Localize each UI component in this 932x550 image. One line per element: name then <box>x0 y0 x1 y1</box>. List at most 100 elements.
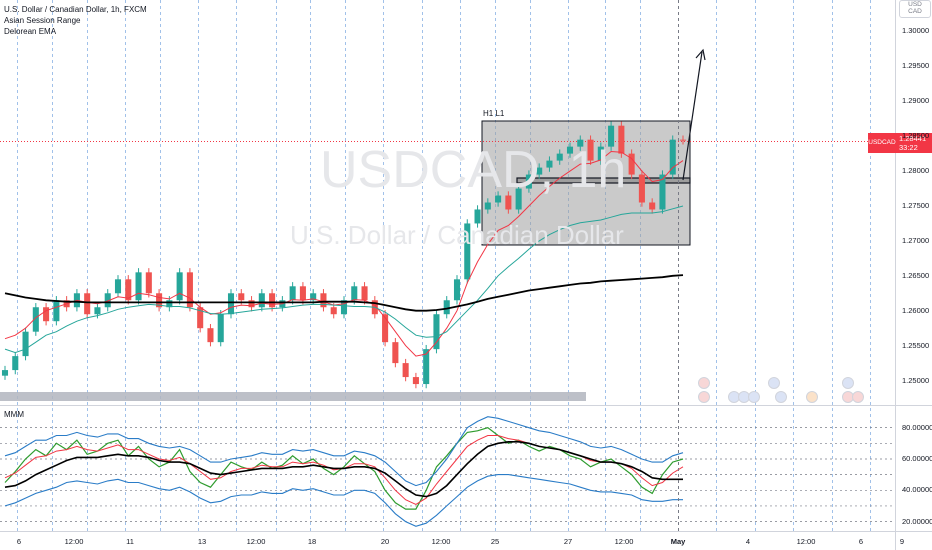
candle-body[interactable] <box>443 300 450 315</box>
candle-body[interactable] <box>495 195 502 203</box>
price-tick-label: 1.26000 <box>902 305 930 315</box>
oscillator-title[interactable]: MMM <box>4 410 24 419</box>
candle-body[interactable] <box>659 174 666 210</box>
candle-body[interactable] <box>227 293 235 315</box>
indicator-asian-session[interactable]: Asian Session Range <box>4 16 81 25</box>
candle-body[interactable] <box>269 293 276 308</box>
candle-body[interactable] <box>207 328 214 343</box>
candle-body[interactable] <box>577 139 584 147</box>
candle-body[interactable] <box>32 307 39 332</box>
candle-body[interactable] <box>104 293 111 308</box>
candle-body[interactable] <box>628 153 635 175</box>
candle-body[interactable] <box>351 286 358 301</box>
candle-body[interactable] <box>330 307 337 315</box>
candle-body[interactable] <box>679 139 687 141</box>
candle-body[interactable] <box>248 300 255 308</box>
oscillator-line-4[interactable] <box>4 416 684 487</box>
candle-body[interactable] <box>412 377 419 385</box>
candle-body[interactable] <box>114 279 122 294</box>
box-label: H1 L1 <box>483 109 505 118</box>
candle-body[interactable] <box>453 279 461 301</box>
candle-body[interactable] <box>238 293 245 301</box>
candle-body[interactable] <box>423 349 430 385</box>
oscillator-pane[interactable] <box>0 406 895 531</box>
candle-body[interactable] <box>608 125 615 147</box>
oscillator-line-5[interactable] <box>4 474 683 527</box>
resistance-bar[interactable] <box>516 177 691 184</box>
candle-body[interactable] <box>176 272 183 301</box>
price-tick-label: 1.26500 <box>902 270 930 280</box>
candle-body[interactable] <box>382 314 389 343</box>
candle-body[interactable] <box>84 293 91 315</box>
candle-body[interactable] <box>618 125 625 154</box>
ema-line-1[interactable] <box>4 150 684 357</box>
candle-body[interactable] <box>258 293 265 308</box>
candle-body[interactable] <box>217 314 224 343</box>
candle-body[interactable] <box>299 286 306 301</box>
event-flag-canada-icon[interactable] <box>698 391 710 403</box>
event-flag-us-icon[interactable] <box>775 391 787 403</box>
candle-body[interactable] <box>310 293 317 301</box>
candle-body[interactable] <box>464 223 471 280</box>
candle-body[interactable] <box>166 300 173 308</box>
symbol-title[interactable]: U.S. Dollar / Canadian Dollar, 1h, FXCM <box>4 5 147 14</box>
candle-body[interactable] <box>587 139 594 161</box>
candle-body[interactable] <box>361 286 368 301</box>
ema-line-3[interactable] <box>4 274 684 312</box>
candle-body[interactable] <box>536 167 543 175</box>
indicator-delorean-ema[interactable]: Delorean EMA <box>4 27 57 36</box>
candle-body[interactable] <box>392 342 399 364</box>
event-flag-canada-icon[interactable] <box>698 377 710 389</box>
time-tick-label: 12:00 <box>796 537 816 546</box>
candle-body[interactable] <box>597 146 604 161</box>
time-tick-label: 20 <box>380 537 390 546</box>
candle-body[interactable] <box>638 174 645 203</box>
candle-body[interactable] <box>474 209 481 224</box>
event-flag-us-icon[interactable] <box>842 377 854 389</box>
candle-body[interactable] <box>22 331 29 357</box>
candle-body[interactable] <box>320 293 327 308</box>
event-flag-us-icon[interactable] <box>748 391 760 403</box>
event-flag-us-icon[interactable] <box>806 391 818 403</box>
candle-body[interactable] <box>484 202 491 210</box>
price-tick-label: 1.29500 <box>902 61 930 71</box>
time-tick-label: 13 <box>197 537 207 546</box>
main-pane[interactable] <box>0 0 895 405</box>
candle-body[interactable] <box>649 202 656 210</box>
candle-body[interactable] <box>156 293 163 308</box>
candle-body[interactable] <box>186 272 193 308</box>
candle-body[interactable] <box>669 139 676 175</box>
candle-body[interactable] <box>53 300 60 322</box>
candle-body[interactable] <box>43 307 50 322</box>
candle-body[interactable] <box>340 300 348 315</box>
candle-body[interactable] <box>433 314 440 350</box>
projection-arrow[interactable] <box>682 48 706 181</box>
candle-body[interactable] <box>135 272 142 301</box>
session-gridlines <box>17 0 871 531</box>
candle-body[interactable] <box>566 146 574 154</box>
candle-body[interactable] <box>556 153 563 161</box>
candle-body[interactable] <box>515 188 522 210</box>
event-flag-canada-icon[interactable] <box>852 391 864 403</box>
ema-line-2[interactable] <box>4 205 684 354</box>
candle-body[interactable] <box>145 272 152 294</box>
support-zone[interactable] <box>0 392 586 401</box>
candle-body[interactable] <box>402 363 409 378</box>
candle-body[interactable] <box>546 160 553 168</box>
candle-body[interactable] <box>125 279 132 301</box>
candle-body[interactable] <box>525 174 532 189</box>
time-tick-label: 4 <box>745 537 751 546</box>
candle-body[interactable] <box>289 286 296 301</box>
event-flag-us-icon[interactable] <box>768 377 780 389</box>
candle-body[interactable] <box>197 307 204 329</box>
oscillator-line-3[interactable] <box>4 440 683 498</box>
candle-body[interactable] <box>12 356 19 371</box>
candle-body[interactable] <box>1 370 9 376</box>
oscillator-line-1[interactable] <box>4 427 684 510</box>
candle-body[interactable] <box>505 195 512 210</box>
last-price-value: 1.28441 <box>899 134 927 143</box>
oscillator-lines <box>4 416 684 527</box>
currency-badge[interactable]: USD CAD <box>899 0 931 18</box>
candle-body[interactable] <box>94 307 101 315</box>
